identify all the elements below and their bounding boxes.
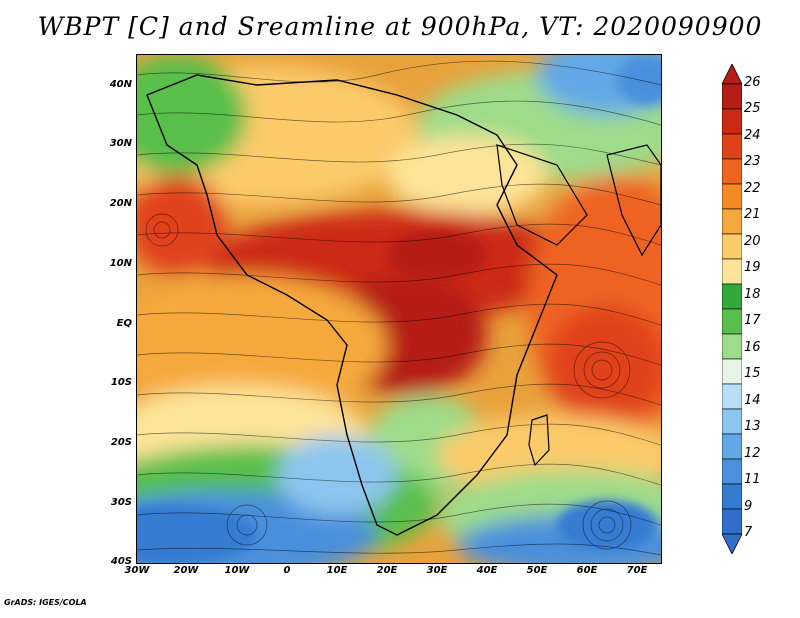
map-panel (136, 54, 662, 564)
colorbar-label: 11 (744, 472, 761, 488)
map-title: WBPT [C] and Sreamline at 900hPa, VT: 20… (37, 12, 763, 41)
colorbar-segment (722, 308, 742, 335)
lon-label-50e: 50E (526, 565, 548, 576)
colorbar-label: 21 (744, 207, 761, 223)
colorbar-segment (722, 183, 742, 210)
arabia-outline (496, 144, 588, 246)
colorbar-segment (722, 283, 742, 310)
colorbar-segment (722, 158, 742, 185)
streamlines (137, 60, 661, 556)
lon-label-10w: 10W (224, 565, 250, 576)
colorbar-segment (722, 383, 742, 410)
lat-label-20s: 20S (110, 437, 132, 448)
colorbar-label: 19 (744, 260, 761, 276)
lon-label-60e: 60E (576, 565, 598, 576)
colorbar-segment (722, 358, 742, 385)
colorbar-segment (722, 133, 742, 160)
colorbar-label: 9 (744, 498, 753, 514)
credit-label: GrADS: IGES/COLA (4, 598, 87, 607)
colorbar-label: 18 (744, 286, 761, 302)
lat-label-20n: 20N (109, 198, 132, 209)
lon-label-70e: 70E (626, 565, 648, 576)
colorbar-segment (722, 458, 742, 485)
colorbar-label: 13 (744, 419, 761, 435)
colorbar-label: 15 (744, 366, 761, 382)
colorbar-top-arrow (722, 64, 742, 85)
colorbar-label: 7 (744, 525, 753, 540)
colorbar-label: 16 (744, 339, 761, 355)
colorbar-bottom-arrow (722, 533, 742, 554)
lat-label-40s: 40S (110, 556, 132, 567)
colorbar-segment (722, 208, 742, 235)
lon-label-0: 0 (283, 565, 291, 576)
lat-label-eq: EQ (116, 318, 132, 329)
lat-label-40n: 40N (109, 79, 132, 90)
colorbar-segment (722, 408, 742, 435)
lon-label-30e: 30E (426, 565, 448, 576)
madagascar-outline (528, 414, 550, 467)
colorbar-label: 17 (744, 313, 761, 329)
colorbar-segment (722, 508, 742, 535)
colorbar-segment (722, 433, 742, 460)
colorbar-segment (722, 83, 742, 110)
lon-label-20w: 20W (173, 565, 199, 576)
colorbar-segment (722, 258, 742, 285)
lat-label-10s: 10S (110, 377, 132, 388)
colorbar-label: 23 (744, 154, 761, 170)
colorbar-segment (722, 483, 742, 510)
india-outline (606, 144, 661, 257)
colorbar-label: 26 (744, 75, 761, 90)
colorbar-segment (722, 108, 742, 135)
lat-label-30n: 30N (109, 138, 132, 149)
coastline (146, 74, 558, 536)
colorbar-segment (722, 233, 742, 260)
lat-label-30s: 30S (110, 497, 132, 508)
colorbar-label: 14 (744, 392, 761, 408)
colorbar-label: 12 (744, 445, 761, 461)
colorbar-label: 22 (744, 180, 761, 196)
colorbar-label: 20 (744, 233, 761, 249)
lon-label-20e: 20E (376, 565, 398, 576)
lon-label-30w: 30W (124, 565, 150, 576)
lat-label-10n: 10N (109, 258, 132, 269)
colorbar-label: 25 (744, 101, 761, 117)
lon-label-10e: 10E (326, 565, 348, 576)
colorbar-label: 24 (744, 127, 761, 143)
colorbar-segment (722, 333, 742, 360)
lon-label-40e: 40E (476, 565, 498, 576)
colorbar (722, 64, 742, 554)
temperature-field (137, 55, 661, 563)
